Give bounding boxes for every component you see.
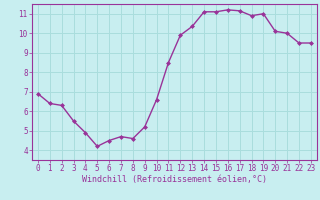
X-axis label: Windchill (Refroidissement éolien,°C): Windchill (Refroidissement éolien,°C): [82, 175, 267, 184]
